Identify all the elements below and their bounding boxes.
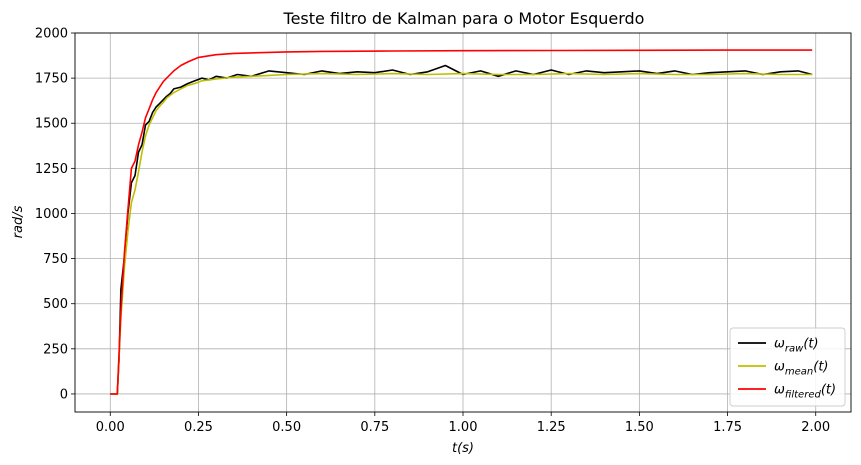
y-tick-label: 1000 [35, 207, 68, 222]
x-tick-label: 1.25 [537, 420, 566, 435]
legend-label-mean: ωmean(t) [774, 360, 829, 378]
x-axis-label: t(s) [452, 441, 474, 456]
x-tick-label: 2.00 [801, 420, 830, 435]
y-tick-label: 1750 [35, 72, 68, 87]
legend-label-base: ω [774, 360, 785, 375]
legend-label-base: ω [774, 337, 785, 352]
x-tick-label: 0.75 [360, 420, 389, 435]
x-tick-label: 1.50 [625, 420, 654, 435]
legend-label-suffix: (t) [821, 383, 836, 398]
y-tick-label: 0 [60, 387, 68, 402]
x-tick-label: 0.00 [96, 420, 125, 435]
legend-label-filtered: ωfiltered(t) [774, 383, 836, 401]
legend-label-raw: ωraw(t) [774, 337, 819, 355]
legend-label-subscript: filtered [785, 390, 822, 401]
x-tick-label: 1.75 [713, 420, 742, 435]
x-ticks: 0.00 0.25 0.50 0.75 1.00 1.25 1.50 1.75 2.00 [96, 412, 830, 435]
grid [75, 32, 851, 412]
chart-title: Teste filtro de Kalman para o Motor Esqu… [283, 9, 645, 28]
series-layer [110, 49, 813, 395]
legend-label-base: ω [774, 383, 785, 398]
y-tick-label: 1500 [35, 117, 68, 132]
series-line-mean [110, 72, 813, 395]
legend-label-suffix: (t) [813, 360, 828, 375]
y-ticks: 0 250 500 750 1000 1250 1500 1750 2000 [35, 27, 75, 402]
legend-box [729, 327, 846, 407]
y-tick-label: 1250 [35, 162, 68, 177]
x-tick-label: 0.50 [272, 420, 301, 435]
y-tick-label: 2000 [35, 27, 68, 42]
legend-label-subscript: raw [785, 344, 804, 355]
legend-label-suffix: (t) [803, 337, 818, 352]
y-tick-label: 500 [43, 297, 68, 312]
y-axis-label: rad/s [11, 205, 26, 238]
x-tick-label: 1.00 [449, 420, 478, 435]
legend: ωraw(t)ωmean(t)ωfiltered(t) [729, 327, 846, 407]
series-line-filtered [110, 49, 813, 395]
legend-label-subscript: mean [785, 367, 813, 378]
y-tick-label: 750 [43, 252, 68, 267]
x-tick-label: 0.25 [184, 420, 213, 435]
y-tick-label: 250 [43, 342, 68, 357]
